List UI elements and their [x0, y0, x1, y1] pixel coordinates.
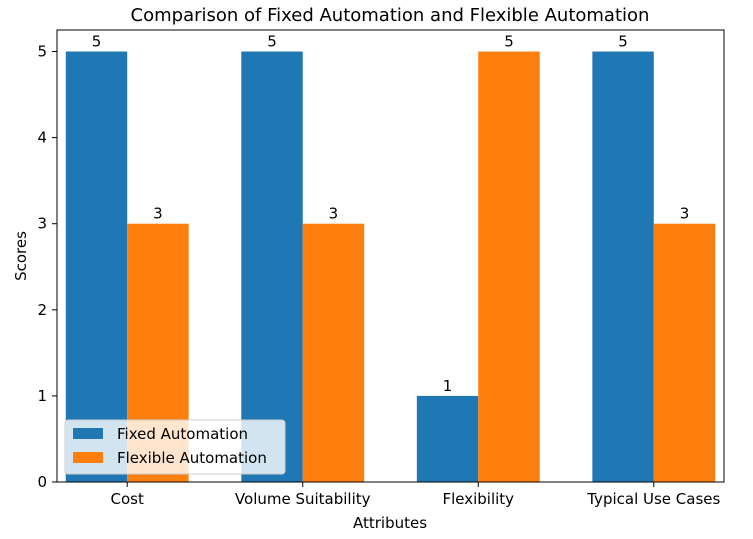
x-tick-label: Flexibility: [442, 490, 514, 508]
plot-frame: [56, 29, 725, 483]
data-label: 3: [680, 205, 690, 223]
bar: [478, 51, 540, 483]
bars-group: [65, 51, 716, 483]
y-axis-label: Scores: [12, 231, 30, 281]
legend-swatch: [73, 428, 103, 439]
y-tick-label: 0: [37, 473, 47, 491]
bar: [592, 51, 654, 483]
data-label: 3: [329, 205, 339, 223]
data-label: 5: [267, 33, 277, 51]
data-label: 1: [443, 377, 453, 395]
legend-label: Fixed Automation: [117, 425, 248, 443]
chart-title: Comparison of Fixed Automation and Flexi…: [131, 5, 650, 26]
x-tick-label: Cost: [111, 490, 144, 508]
y-tick-label: 3: [37, 215, 47, 233]
y-tick-label: 5: [37, 43, 47, 61]
y-tick-label: 1: [37, 387, 47, 405]
data-label: 5: [618, 33, 628, 51]
legend-box: [64, 419, 286, 475]
bar: [653, 223, 716, 482]
data-label: 5: [92, 33, 102, 51]
data-label: 3: [153, 205, 163, 223]
y-tick-label: 2: [37, 301, 47, 319]
x-axis-label: Attributes: [353, 514, 427, 532]
bar: [65, 51, 128, 483]
y-tick-label: 4: [37, 129, 47, 147]
data-labels-group: 5 5 1 5 3 3 5 3: [92, 33, 690, 395]
data-label: 5: [504, 33, 514, 51]
x-axis: Cost Volume Suitability Flexibility Typical…: [111, 482, 721, 508]
x-tick-label: Volume Suitability: [235, 490, 371, 508]
legend-swatch: [73, 452, 103, 463]
bar: [241, 51, 303, 483]
y-axis: 0 1 2 3 4 5: [37, 43, 57, 491]
x-tick-label: Typical Use Cases: [586, 490, 720, 508]
legend-label: Flexible Automation: [117, 449, 267, 467]
bar: [302, 223, 365, 482]
legend: Fixed Automation Flexible Automation: [64, 419, 286, 475]
bar: [416, 395, 479, 482]
